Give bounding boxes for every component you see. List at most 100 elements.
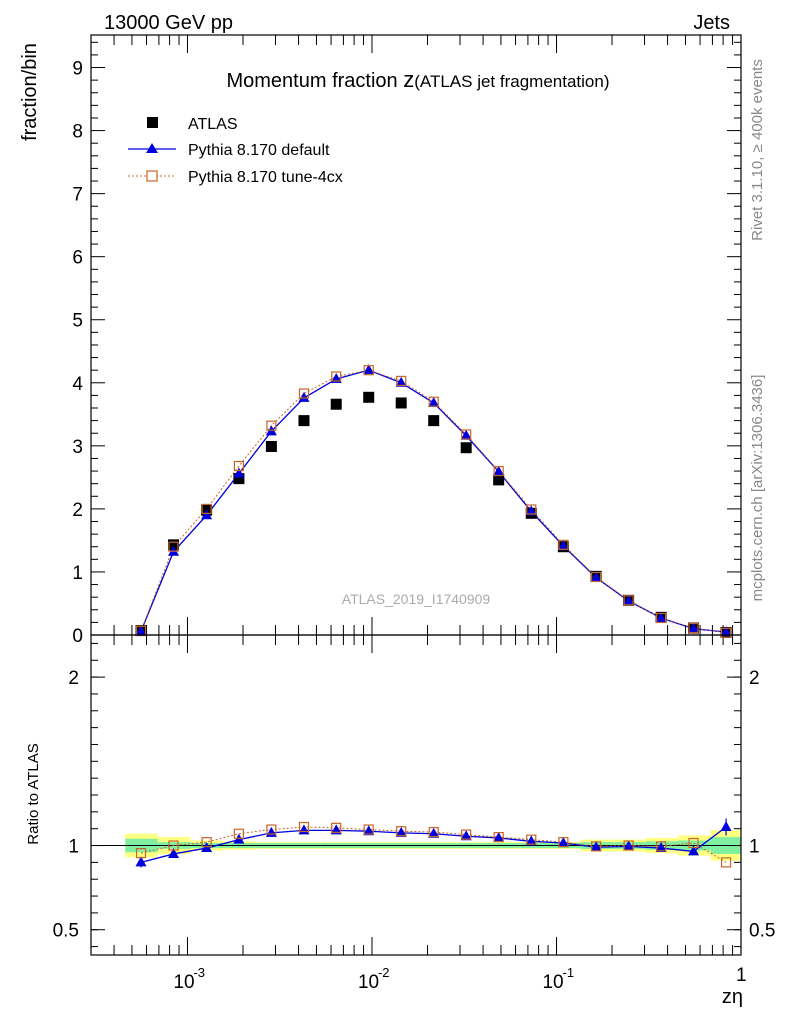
atlas-point	[460, 442, 472, 454]
default-point	[623, 594, 635, 605]
atlas-point	[493, 474, 505, 486]
atlas-point	[428, 415, 440, 427]
y-tick-label: 3	[72, 437, 83, 458]
ratio-default-point	[168, 847, 180, 858]
y-axis-label: fraction/bin	[19, 43, 41, 141]
y-tick-label: 9	[72, 59, 83, 80]
atlas-point	[363, 391, 375, 403]
ratio-default-point	[688, 845, 700, 856]
tune-point	[591, 571, 602, 583]
legend: ATLAS Pythia 8.170 default Pythia 8.170 …	[128, 116, 343, 186]
y-tick-label: 6	[72, 248, 83, 269]
tune-point	[688, 622, 699, 634]
tune-point	[493, 465, 504, 477]
ratio-tune-point	[201, 837, 212, 848]
legend-atlas-marker	[147, 117, 158, 128]
rivet-label: Rivet 3.1.10, ≥ 400k events	[749, 59, 766, 241]
ratio-tune-point	[720, 857, 732, 868]
ratio-tune-point	[135, 848, 147, 859]
mcplots-label: mcplots.cern.ch [arXiv:1306.3436]	[749, 375, 766, 602]
atlas-point	[265, 440, 277, 452]
ratio-tune-point	[428, 826, 439, 838]
ratio-default-point	[135, 856, 147, 867]
x-tick-exponent: -2	[378, 965, 390, 980]
ratio-default-point	[363, 825, 375, 836]
ratio-tick-label-left: 2	[68, 668, 79, 689]
atlas-point	[298, 415, 310, 427]
ratio-tune-point	[363, 824, 374, 835]
ratio-default-point	[395, 826, 407, 837]
ratio-tune-point	[461, 829, 472, 840]
tune-point	[168, 541, 179, 552]
legend-default-label: Pythia 8.170 default	[188, 142, 330, 159]
ratio-tune-point	[688, 837, 699, 849]
tune-point	[656, 612, 667, 624]
ratio-tune-point	[526, 834, 537, 845]
tune-point	[623, 595, 634, 606]
y-tick-label: 0	[72, 626, 83, 647]
default-point	[135, 625, 147, 636]
default-point	[298, 391, 310, 402]
ratio-tick-label-right: 2	[749, 668, 760, 689]
ratio-tune-point	[493, 832, 504, 843]
tune-point	[558, 539, 569, 550]
ratio-default-point	[265, 826, 277, 837]
default-point	[525, 505, 537, 516]
x-tick-exponent: -1	[562, 965, 574, 980]
x-tick-exponent: -3	[193, 965, 205, 980]
ratio-default-point	[493, 831, 505, 842]
ratio-axis-label: Ratio to ATLAS	[25, 743, 42, 844]
x-tick-label: 1	[736, 965, 747, 986]
y-tick-label: 4	[72, 374, 83, 395]
default-point	[688, 622, 700, 633]
tune-point	[266, 420, 277, 431]
tune-point	[233, 460, 245, 472]
tune-point	[720, 627, 732, 638]
header-left: 13000 GeV pp	[104, 12, 233, 34]
default-point	[493, 465, 505, 476]
y-tick-label: 2	[72, 500, 83, 521]
tune-point	[363, 365, 374, 376]
ratio-tune-point	[396, 826, 407, 837]
default-point	[428, 396, 440, 407]
ratio-panel-frame	[90, 634, 742, 956]
ratio-default-point	[655, 842, 667, 853]
default-point	[720, 626, 732, 637]
atlas-point	[233, 473, 245, 485]
default-point	[655, 611, 667, 622]
ratio-tune-point	[623, 840, 634, 851]
header-right: Jets	[693, 12, 730, 34]
ratio-tune-point	[233, 828, 245, 839]
ratio-tune-point	[266, 824, 277, 835]
ratio-default-point	[298, 824, 310, 835]
analysis-watermark: ATLAS_2019_I1740909	[342, 591, 491, 607]
atlas-point	[168, 539, 180, 551]
ratio-default-point	[720, 821, 732, 831]
ratio-tune-point	[558, 837, 569, 848]
ratio-tick-label-left: 0.5	[53, 921, 79, 942]
ratio-tune-point	[168, 840, 179, 851]
default-point	[363, 364, 375, 375]
ratio-default-point	[428, 827, 440, 838]
ratio-default-point	[590, 841, 602, 852]
legend-tune-marker	[146, 170, 158, 182]
y-tick-label: 7	[72, 185, 83, 206]
legend-tune-label: Pythia 8.170 tune-4cx	[188, 169, 343, 186]
tune-point	[428, 396, 439, 407]
ratio-tune-point	[656, 841, 667, 852]
y-tick-label: 8	[72, 122, 83, 143]
y-tick-label: 1	[72, 563, 83, 584]
tune-point	[526, 504, 537, 515]
default-point	[395, 376, 407, 387]
ratio-tune-point	[591, 841, 602, 852]
default-point	[233, 467, 245, 478]
default-point	[590, 571, 602, 582]
default-point	[557, 540, 569, 551]
y-tick-label: 5	[72, 311, 83, 332]
tune-point	[331, 371, 342, 382]
x-tick-label: 10	[358, 972, 379, 993]
tune-point	[201, 503, 212, 514]
ratio-default-point	[623, 840, 635, 851]
